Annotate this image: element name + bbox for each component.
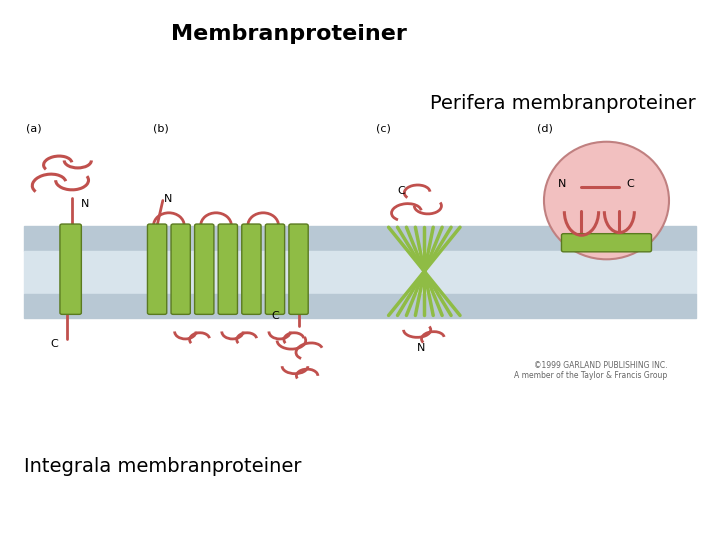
- Text: (d): (d): [537, 123, 553, 133]
- Text: (c): (c): [376, 123, 390, 133]
- Bar: [24, 226, 696, 251]
- Text: (b): (b): [153, 123, 168, 133]
- Text: (a): (a): [27, 123, 42, 133]
- Bar: [24, 294, 696, 318]
- Text: C: C: [271, 311, 279, 321]
- FancyBboxPatch shape: [218, 224, 238, 314]
- FancyBboxPatch shape: [148, 224, 167, 314]
- Text: Perifera membranproteiner: Perifera membranproteiner: [430, 93, 696, 113]
- FancyBboxPatch shape: [289, 224, 308, 314]
- FancyBboxPatch shape: [194, 224, 214, 314]
- Text: C: C: [397, 186, 405, 196]
- FancyBboxPatch shape: [171, 224, 190, 314]
- Bar: [24, 251, 696, 294]
- FancyBboxPatch shape: [242, 224, 261, 314]
- Text: N: N: [164, 194, 173, 204]
- FancyBboxPatch shape: [60, 224, 81, 314]
- Text: C: C: [626, 179, 634, 189]
- Text: Membranproteiner: Membranproteiner: [171, 24, 407, 44]
- Text: Integrala membranproteiner: Integrala membranproteiner: [24, 457, 302, 476]
- FancyBboxPatch shape: [562, 234, 652, 252]
- Ellipse shape: [544, 141, 669, 259]
- Text: N: N: [81, 199, 89, 210]
- Text: N: N: [558, 179, 566, 189]
- FancyBboxPatch shape: [266, 224, 284, 314]
- Text: ©1999 GARLAND PUBLISHING INC.
A member of the Taylor & Francis Group: ©1999 GARLAND PUBLISHING INC. A member o…: [514, 361, 667, 380]
- Text: N: N: [417, 343, 426, 353]
- Text: C: C: [50, 340, 58, 349]
